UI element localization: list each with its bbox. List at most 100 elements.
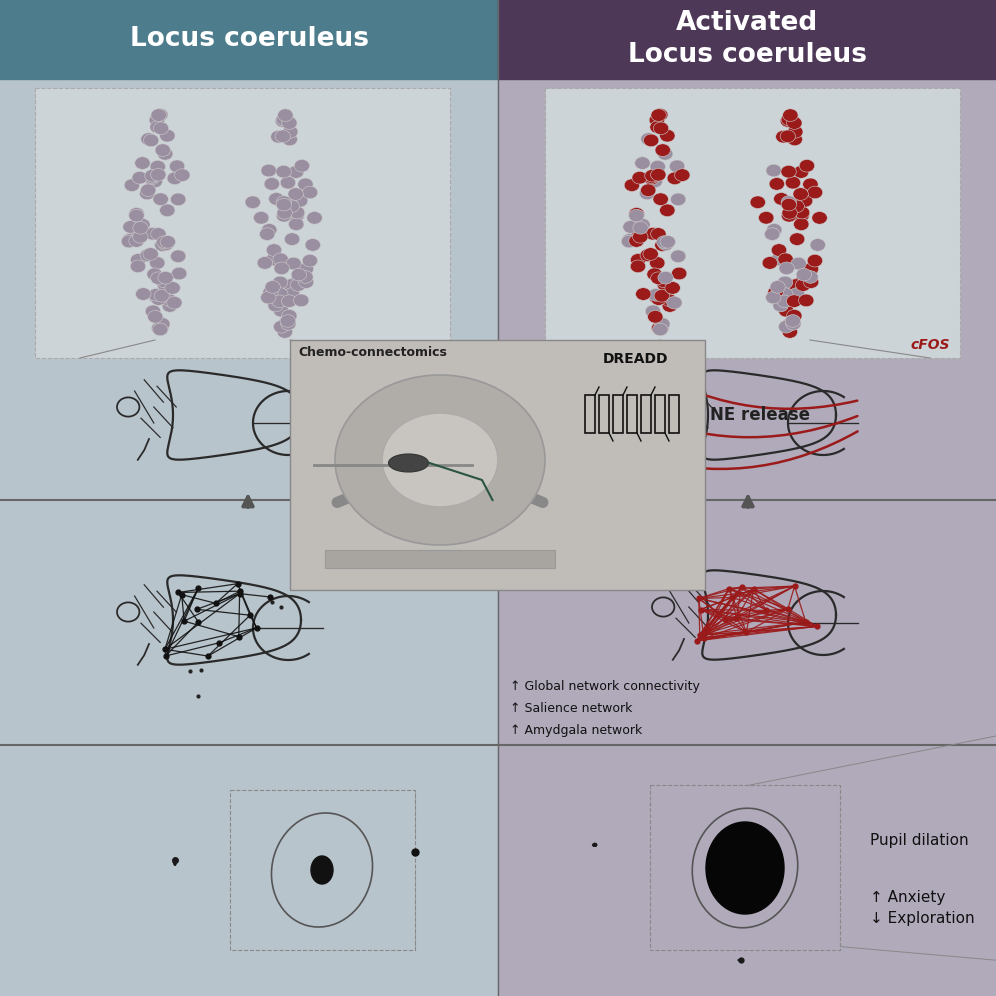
- Bar: [35, 88, 450, 358]
- Ellipse shape: [803, 271, 818, 283]
- Ellipse shape: [793, 187, 809, 200]
- Ellipse shape: [273, 253, 288, 266]
- Ellipse shape: [149, 121, 165, 133]
- Ellipse shape: [245, 196, 261, 208]
- Ellipse shape: [123, 221, 138, 233]
- Ellipse shape: [335, 375, 545, 545]
- Ellipse shape: [128, 209, 144, 222]
- Ellipse shape: [154, 318, 170, 331]
- Ellipse shape: [794, 209, 809, 222]
- Ellipse shape: [151, 293, 166, 306]
- Ellipse shape: [622, 221, 638, 233]
- Ellipse shape: [165, 282, 180, 294]
- Ellipse shape: [148, 289, 163, 301]
- Ellipse shape: [674, 168, 690, 181]
- Ellipse shape: [266, 253, 281, 266]
- Ellipse shape: [630, 230, 646, 243]
- Ellipse shape: [122, 234, 137, 246]
- Ellipse shape: [143, 171, 159, 183]
- Ellipse shape: [280, 176, 296, 189]
- Ellipse shape: [135, 288, 151, 301]
- Ellipse shape: [651, 322, 667, 335]
- Ellipse shape: [287, 196, 303, 208]
- Ellipse shape: [785, 176, 801, 189]
- Ellipse shape: [658, 238, 673, 251]
- Ellipse shape: [276, 198, 292, 211]
- Ellipse shape: [649, 121, 665, 133]
- Ellipse shape: [624, 179, 639, 191]
- Ellipse shape: [272, 295, 287, 308]
- Ellipse shape: [305, 239, 321, 251]
- Ellipse shape: [808, 186, 823, 199]
- Ellipse shape: [298, 178, 313, 190]
- Ellipse shape: [628, 207, 644, 220]
- Ellipse shape: [653, 322, 668, 335]
- Ellipse shape: [291, 268, 307, 281]
- Ellipse shape: [794, 165, 809, 178]
- Ellipse shape: [261, 164, 277, 177]
- Ellipse shape: [280, 315, 296, 328]
- Ellipse shape: [150, 168, 166, 181]
- Ellipse shape: [158, 238, 173, 251]
- Ellipse shape: [128, 207, 144, 220]
- Ellipse shape: [660, 236, 675, 248]
- Bar: [641, 395, 651, 433]
- Ellipse shape: [277, 206, 292, 219]
- Text: Pupil dilation: Pupil dilation: [870, 833, 969, 848]
- Ellipse shape: [149, 114, 164, 126]
- Ellipse shape: [290, 206, 305, 219]
- Ellipse shape: [275, 115, 291, 127]
- Ellipse shape: [294, 294, 309, 307]
- Ellipse shape: [155, 143, 170, 156]
- Ellipse shape: [153, 193, 168, 205]
- Ellipse shape: [159, 129, 175, 142]
- Ellipse shape: [149, 257, 165, 269]
- Ellipse shape: [778, 253, 793, 266]
- Text: DREADD: DREADD: [603, 352, 667, 366]
- Ellipse shape: [634, 156, 650, 169]
- Ellipse shape: [781, 198, 797, 211]
- Ellipse shape: [150, 228, 166, 240]
- Ellipse shape: [650, 228, 666, 240]
- Ellipse shape: [260, 228, 275, 240]
- Bar: [627, 395, 637, 433]
- Ellipse shape: [650, 160, 665, 173]
- Ellipse shape: [790, 233, 805, 245]
- Ellipse shape: [158, 272, 173, 284]
- Ellipse shape: [671, 267, 687, 280]
- Text: Chemo-connectomics: Chemo-connectomics: [298, 346, 447, 359]
- Ellipse shape: [263, 286, 278, 299]
- Ellipse shape: [630, 254, 645, 266]
- Ellipse shape: [657, 278, 672, 291]
- Ellipse shape: [650, 168, 666, 181]
- Ellipse shape: [282, 133, 298, 145]
- Ellipse shape: [653, 193, 668, 205]
- Ellipse shape: [770, 281, 786, 293]
- Ellipse shape: [283, 279, 298, 292]
- Bar: [325, 550, 555, 568]
- Ellipse shape: [132, 221, 148, 234]
- Ellipse shape: [781, 114, 797, 125]
- Ellipse shape: [382, 413, 498, 507]
- Ellipse shape: [154, 239, 170, 251]
- Bar: [230, 790, 415, 950]
- Ellipse shape: [786, 318, 801, 330]
- Ellipse shape: [130, 260, 145, 273]
- Ellipse shape: [153, 322, 168, 335]
- Ellipse shape: [282, 117, 297, 129]
- Ellipse shape: [782, 319, 797, 331]
- Ellipse shape: [272, 276, 288, 289]
- Bar: [650, 785, 840, 950]
- Ellipse shape: [766, 164, 782, 177]
- Ellipse shape: [654, 239, 670, 251]
- Ellipse shape: [654, 318, 670, 331]
- Ellipse shape: [142, 248, 158, 260]
- Ellipse shape: [140, 184, 156, 196]
- Ellipse shape: [632, 230, 648, 243]
- Ellipse shape: [276, 209, 292, 222]
- Ellipse shape: [161, 294, 177, 307]
- Ellipse shape: [134, 156, 150, 169]
- Ellipse shape: [122, 235, 136, 248]
- Ellipse shape: [139, 187, 154, 200]
- Ellipse shape: [159, 204, 175, 216]
